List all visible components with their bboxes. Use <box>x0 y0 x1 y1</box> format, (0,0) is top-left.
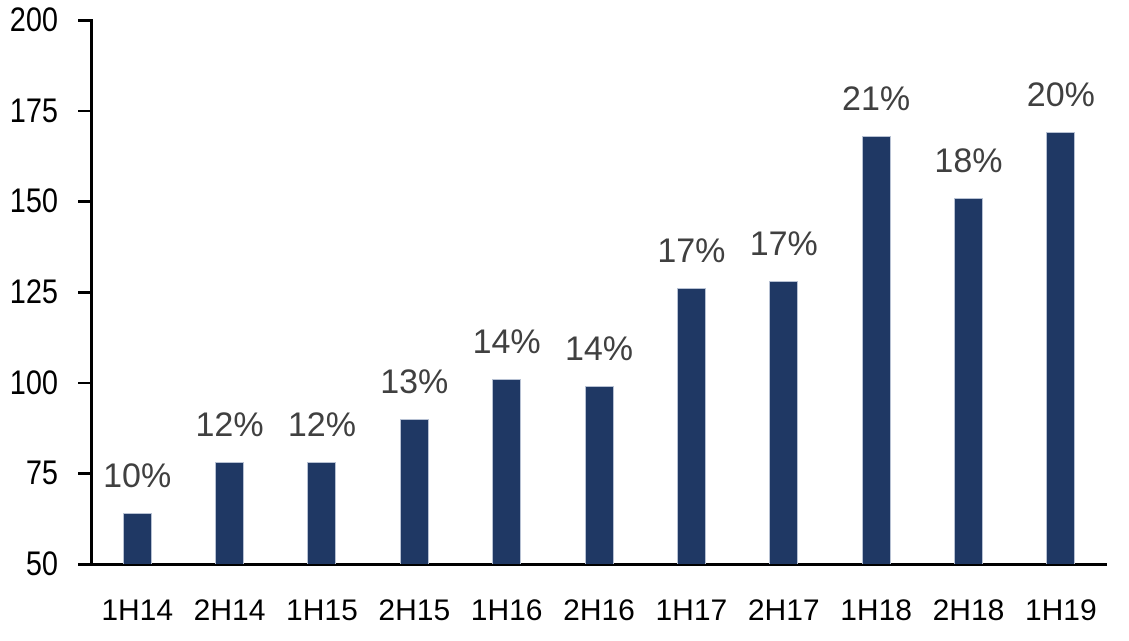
bar <box>399 418 429 564</box>
x-axis-line <box>78 563 1107 566</box>
bar-value-label: 14% <box>564 330 634 369</box>
bar <box>307 462 337 564</box>
bar <box>492 379 522 564</box>
bar-value-label: 17% <box>749 225 818 264</box>
y-tick-label: 50 <box>25 545 58 583</box>
x-tick-label: 2H16 <box>563 594 635 627</box>
bar-value-label: 12% <box>195 406 264 445</box>
bar-value-label: 21% <box>842 80 911 119</box>
x-tick-label: 1H14 <box>101 594 174 627</box>
y-tick-label: 175 <box>9 91 58 130</box>
x-tick-label: 1H19 <box>1024 594 1097 627</box>
bar <box>1046 132 1076 564</box>
x-tick-label: 2H17 <box>747 594 820 627</box>
x-tick-label: 2H14 <box>193 594 266 627</box>
y-tick <box>78 291 93 294</box>
bar-value-label: 12% <box>287 406 356 445</box>
y-tick-label: 75 <box>25 454 58 493</box>
y-tick <box>78 563 93 566</box>
y-tick <box>78 109 93 113</box>
x-tick-label: 1H18 <box>840 594 912 627</box>
y-tick-label: 100 <box>9 363 58 402</box>
bar <box>215 462 245 564</box>
x-tick-label: 1H15 <box>286 594 358 627</box>
bar <box>953 197 983 564</box>
x-tick-label: 1H16 <box>470 594 543 627</box>
x-tick-label: 2H18 <box>932 594 1005 627</box>
x-tick-label: 2H15 <box>378 594 451 627</box>
y-tick-label: 200 <box>9 1 58 39</box>
x-tick-label: 1H17 <box>655 594 728 627</box>
bar-value-label: 14% <box>472 323 541 362</box>
bar <box>676 288 706 564</box>
bar <box>861 136 891 564</box>
bar-value-label: 20% <box>1026 76 1095 115</box>
bar-value-label: 10% <box>103 457 172 496</box>
bar-value-label: 18% <box>934 141 1003 180</box>
y-tick <box>78 381 93 385</box>
y-tick <box>78 200 93 203</box>
y-tick-label: 150 <box>9 182 58 221</box>
bar-value-label: 17% <box>657 232 726 271</box>
bar-value-label: 13% <box>380 362 449 401</box>
y-tick <box>78 19 93 22</box>
bar <box>584 386 614 564</box>
y-tick <box>78 472 93 475</box>
y-tick-label: 125 <box>9 273 58 311</box>
bar <box>769 281 799 564</box>
bar <box>122 513 152 564</box>
